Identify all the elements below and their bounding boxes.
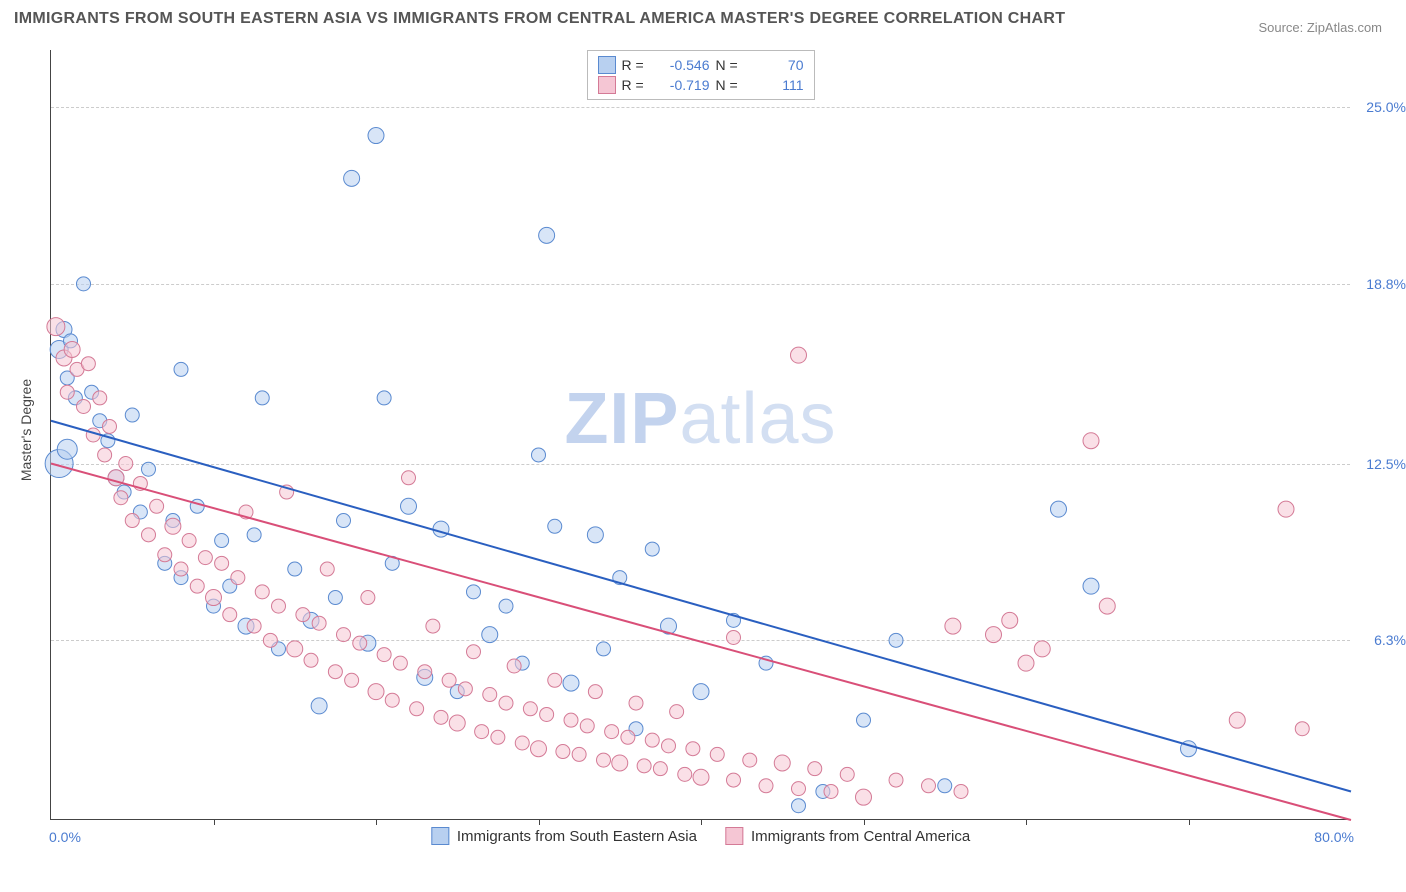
y-tick-label: 18.8% — [1356, 276, 1406, 292]
swatch-central-am-icon — [725, 827, 743, 845]
swatch-se-asia-icon — [598, 56, 616, 74]
y-tick-label: 6.3% — [1356, 632, 1406, 648]
stats-legend-row-1: R = -0.546 N = 70 — [598, 55, 804, 75]
swatch-se-asia-icon — [431, 827, 449, 845]
source-label: Source: ZipAtlas.com — [1258, 20, 1382, 35]
y-tick-label: 12.5% — [1356, 456, 1406, 472]
legend-item-central-am: Immigrants from Central America — [725, 827, 970, 845]
legend-item-se-asia: Immigrants from South Eastern Asia — [431, 827, 697, 845]
y-tick-label: 25.0% — [1356, 99, 1406, 115]
stats-legend-row-2: R = -0.719 N = 111 — [598, 75, 804, 95]
series-legend: Immigrants from South Eastern Asia Immig… — [431, 827, 970, 845]
y-axis-label: Master's Degree — [18, 379, 34, 481]
stats-legend: R = -0.546 N = 70 R = -0.719 N = 111 — [587, 50, 815, 100]
x-axis-origin: 0.0% — [49, 829, 81, 845]
chart-title: IMMIGRANTS FROM SOUTH EASTERN ASIA VS IM… — [14, 10, 1065, 28]
swatch-central-am-icon — [598, 76, 616, 94]
trend-lines — [51, 50, 1350, 819]
plot-area: ZIPatlas 6.3%12.5%18.8%25.0% 0.0% 80.0% … — [50, 50, 1350, 820]
x-axis-max: 80.0% — [1314, 829, 1354, 845]
